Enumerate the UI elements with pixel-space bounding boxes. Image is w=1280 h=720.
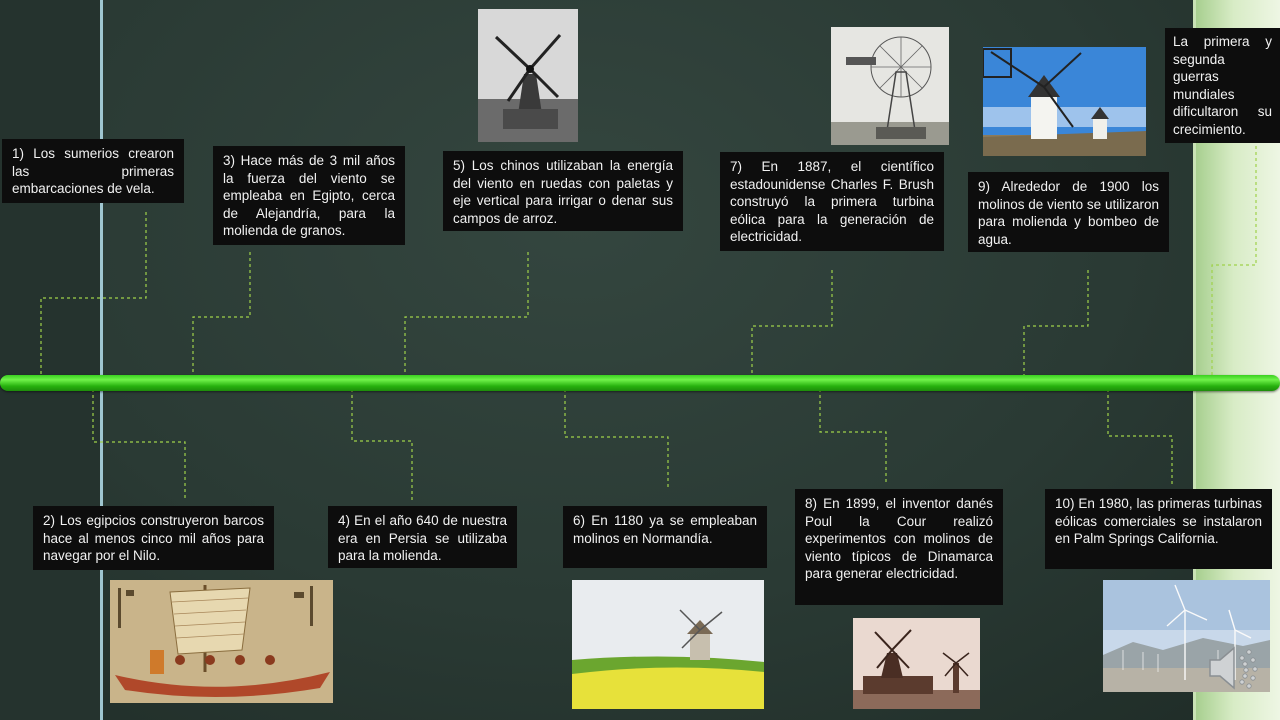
event-10-box: 10) En 1980, las primeras turbinas eólic… [1045, 489, 1272, 569]
brush-turbine-photo [831, 27, 949, 145]
event-4-box: 4) En el año 640 de nuestra era en Persi… [328, 506, 517, 568]
connector-5 [404, 252, 529, 383]
left-band [0, 0, 100, 720]
la-mancha-windmills-photo [983, 47, 1146, 156]
wars-note-box: La primera y segunda guerras mundiales d… [1165, 28, 1280, 143]
left-accent-line [100, 0, 103, 720]
event-3-box: 3) Hace más de 3 mil años la fuerza del … [213, 146, 405, 245]
normandy-windmill-photo [572, 580, 764, 709]
event-6-box: 6) En 1180 ya se empleaban molinos en No… [563, 506, 767, 568]
danish-windmills-photo [853, 618, 980, 709]
event-7-box: 7) En 1887, el científico estadounidense… [720, 152, 944, 251]
event-1-box: 1) Los sumerios crearon las primeras emb… [2, 139, 184, 203]
connector-8 [819, 383, 887, 482]
egyptian-boat-painting [110, 580, 333, 703]
connector-1 [40, 212, 147, 383]
timeline-bar [0, 375, 1280, 391]
event-8-box: 8) En 1899, el inventor danés Poul la Co… [795, 489, 1003, 605]
palm-springs-turbines-photo [1103, 580, 1270, 692]
event-5-box: 5) Los chinos utilizaban la energía del … [443, 151, 683, 231]
connector-extra [1211, 146, 1257, 383]
event-2-box: 2) Los egipcios construyeron barcos hace… [33, 506, 274, 570]
event-9-box: 9) Alrededor de 1900 los molinos de vien… [968, 172, 1169, 252]
connector-6 [564, 383, 669, 490]
connector-9 [1023, 270, 1089, 383]
connector-4 [351, 383, 413, 500]
connector-7 [751, 270, 833, 383]
right-accent-line [1193, 0, 1196, 720]
speaker-icon[interactable] [1204, 642, 1260, 694]
connector-2 [92, 383, 186, 500]
connector-10 [1107, 383, 1173, 486]
windmill-bw-photo [478, 9, 578, 142]
connector-3 [192, 252, 251, 383]
